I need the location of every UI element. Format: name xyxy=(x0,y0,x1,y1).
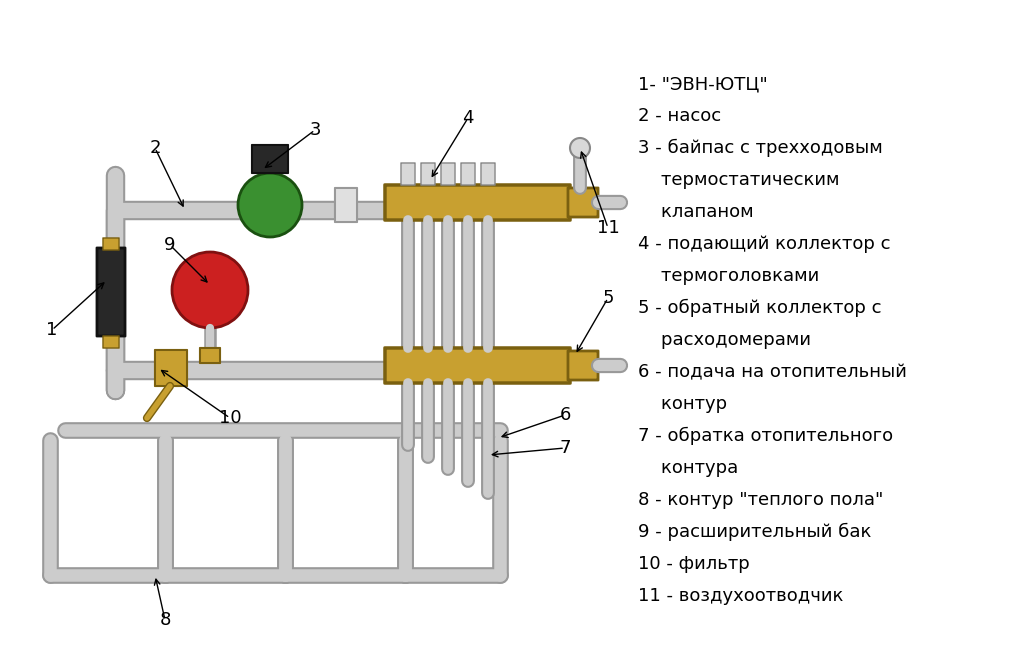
FancyBboxPatch shape xyxy=(385,185,570,220)
Text: 1- "ЭВН-ЮТЦ": 1- "ЭВН-ЮТЦ" xyxy=(638,75,768,93)
FancyBboxPatch shape xyxy=(461,163,475,185)
Text: 3: 3 xyxy=(309,121,321,139)
FancyBboxPatch shape xyxy=(200,348,220,363)
Text: контур: контур xyxy=(638,395,727,413)
FancyBboxPatch shape xyxy=(441,163,455,185)
Text: 5 - обратный коллектор с: 5 - обратный коллектор с xyxy=(638,299,882,317)
FancyBboxPatch shape xyxy=(155,350,187,386)
Text: 1: 1 xyxy=(46,321,57,339)
Text: 11: 11 xyxy=(597,219,620,237)
Text: контура: контура xyxy=(638,459,738,477)
FancyBboxPatch shape xyxy=(252,145,288,173)
Text: 3 - байпас с трехходовым: 3 - байпас с трехходовым xyxy=(638,139,883,158)
Text: 8 - контур "теплого пола": 8 - контур "теплого пола" xyxy=(638,491,884,509)
FancyBboxPatch shape xyxy=(335,188,357,222)
FancyBboxPatch shape xyxy=(421,163,435,185)
Text: 9: 9 xyxy=(164,236,176,254)
FancyBboxPatch shape xyxy=(568,351,598,380)
Text: 8: 8 xyxy=(160,611,171,629)
FancyBboxPatch shape xyxy=(568,188,598,217)
FancyBboxPatch shape xyxy=(103,336,119,348)
Text: термостатическим: термостатическим xyxy=(638,171,840,189)
Text: 7 - обратка отопительного: 7 - обратка отопительного xyxy=(638,427,893,445)
Text: 10: 10 xyxy=(219,409,242,427)
Text: 4 - подающий коллектор с: 4 - подающий коллектор с xyxy=(638,235,891,253)
Text: клапаном: клапаном xyxy=(638,203,754,221)
Text: 6 - подача на отопительный: 6 - подача на отопительный xyxy=(638,363,907,381)
Text: 10 - фильтр: 10 - фильтр xyxy=(638,555,750,573)
Circle shape xyxy=(172,252,248,328)
Text: 4: 4 xyxy=(462,109,474,127)
Circle shape xyxy=(238,173,302,237)
Text: 6: 6 xyxy=(559,406,570,424)
FancyBboxPatch shape xyxy=(97,248,125,336)
Text: термоголовками: термоголовками xyxy=(638,267,819,285)
FancyBboxPatch shape xyxy=(401,163,415,185)
Text: 5: 5 xyxy=(602,289,613,307)
Text: 2 - насос: 2 - насос xyxy=(638,107,721,125)
Text: 7: 7 xyxy=(559,439,570,457)
Circle shape xyxy=(570,138,590,158)
Text: расходомерами: расходомерами xyxy=(638,331,811,349)
Text: 11 - воздухоотводчик: 11 - воздухоотводчик xyxy=(638,587,844,605)
FancyBboxPatch shape xyxy=(481,163,495,185)
Text: 9 - расширительный бак: 9 - расширительный бак xyxy=(638,523,871,541)
Text: 2: 2 xyxy=(150,139,161,157)
FancyBboxPatch shape xyxy=(385,348,570,383)
FancyBboxPatch shape xyxy=(103,238,119,250)
